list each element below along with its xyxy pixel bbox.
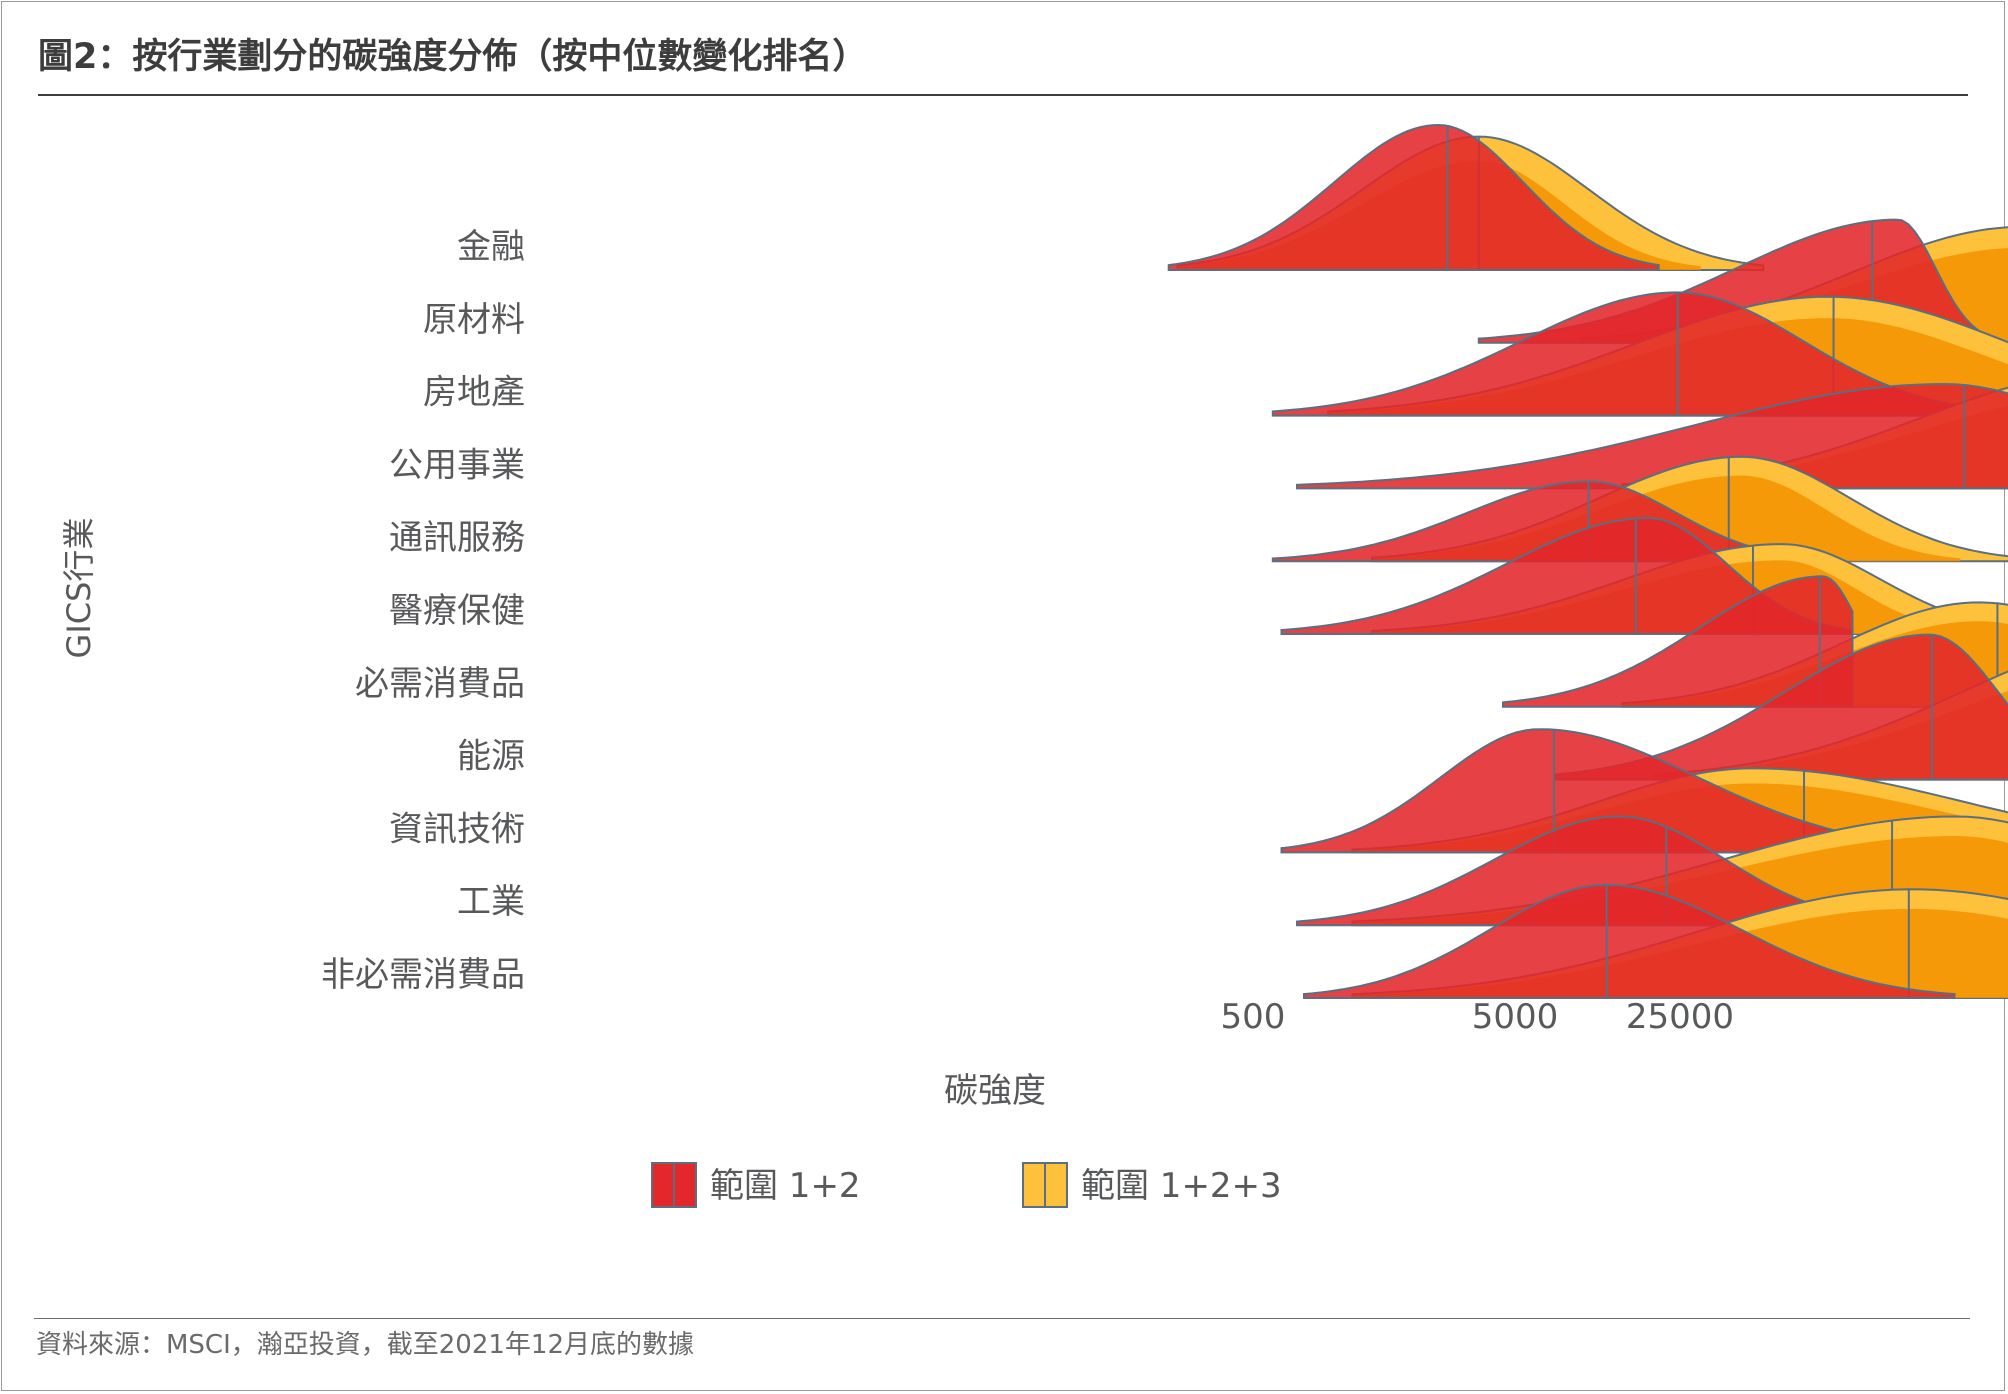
sector-label: 通訊服務 — [389, 518, 525, 558]
footer-divider — [34, 1318, 1970, 1319]
legend-label: 範圍 1+2 — [710, 1166, 861, 1206]
scope12-density — [1502, 575, 1854, 708]
legend-item: 範圍 1+2+3 — [1022, 1162, 1282, 1208]
scope12-density — [1296, 382, 2008, 490]
x-tick-label: 25000 — [1626, 997, 1734, 1037]
x-tick-label: 5000 — [1472, 997, 1559, 1037]
x-tick-label: 500 — [1221, 997, 1286, 1037]
ridge-row — [1280, 728, 2008, 854]
sector-label: 原材料 — [423, 300, 525, 340]
x-axis-label: 碳強度 — [944, 1071, 1046, 1111]
title-divider — [38, 94, 1968, 96]
ridge-row — [1303, 883, 2008, 999]
ridge-row — [1271, 291, 2008, 417]
sector-label: 公用事業 — [389, 445, 525, 485]
figure-title: 圖2：按行業劃分的碳強度分佈（按中位數變化排名） — [38, 37, 868, 77]
sector-label: 非必需消費品 — [321, 955, 525, 995]
source-note: 資料來源：MSCI，瀚亞投資，截至2021年12月底的數據 — [36, 1330, 695, 1360]
ridgeline-plot-area — [1167, 123, 2008, 999]
sector-label: 必需消費品 — [355, 664, 525, 704]
sector-label: 資訊技術 — [389, 809, 525, 849]
scope12-density — [1303, 883, 1956, 999]
sector-label: 房地產 — [423, 373, 525, 413]
chart-legend: 範圍 1+2 範圍 1+2+3 — [651, 1162, 1282, 1208]
legend-item: 範圍 1+2 — [651, 1162, 861, 1208]
y-axis-label: GICS行業 — [60, 518, 98, 659]
sector-label: 能源 — [457, 737, 525, 777]
ridge-row — [1167, 123, 1765, 271]
sector-label: 金融 — [457, 227, 525, 267]
sector-label: 醫療保健 — [389, 591, 525, 631]
scope12-density — [1167, 123, 1660, 271]
sector-label: 工業 — [457, 882, 525, 922]
x-tick-labels: 500 5000 25000 — [1221, 997, 1735, 1037]
legend-label: 範圍 1+2+3 — [1081, 1166, 1282, 1206]
